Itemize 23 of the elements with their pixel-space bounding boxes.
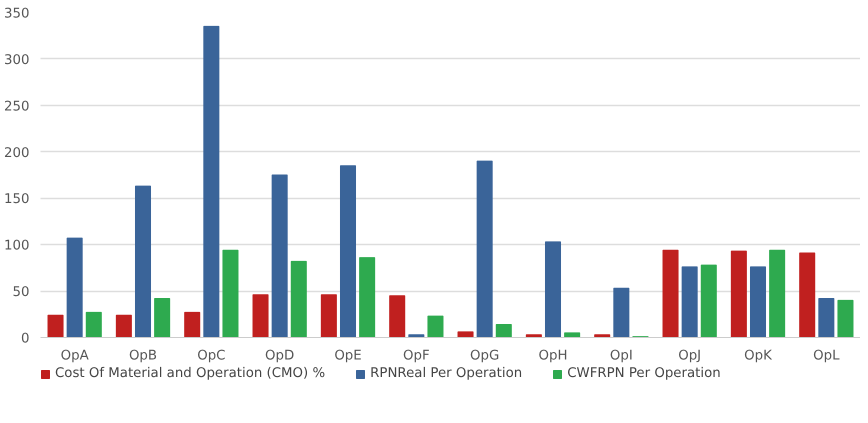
y-tick-label: 0: [21, 332, 30, 346]
x-tick-label: OpL: [813, 348, 840, 364]
y-tick-label: 50: [12, 285, 30, 300]
y-tick-label: 100: [4, 238, 30, 254]
legend-label: Cost Of Material and Operation (CMO) %: [55, 366, 326, 381]
y-tick-label: 150: [4, 192, 30, 208]
x-tick-label: OpA: [60, 348, 89, 364]
legend-label: CWFRPN Per Operation: [567, 366, 721, 381]
x-tick-label: OpI: [610, 348, 633, 364]
x-tick-label: OpJ: [678, 348, 702, 364]
y-tick-label: 300: [4, 52, 30, 68]
x-tick-label: OpG: [470, 348, 500, 364]
x-tick-label: OpE: [334, 348, 362, 364]
x-tick-label: OpB: [128, 348, 158, 364]
legend-label: RPNReal Per Operation: [370, 366, 522, 381]
y-tick-label: 250: [4, 99, 30, 114]
x-tick-label: OpC: [197, 348, 226, 364]
x-tick-label: OpD: [265, 348, 294, 364]
x-tick-label: OpF: [403, 348, 430, 364]
x-tick-label: OpK: [744, 348, 774, 364]
x-tick-label: OpH: [538, 348, 568, 364]
y-tick-label: 200: [4, 146, 30, 161]
y-tick-label: 350: [4, 6, 30, 22]
